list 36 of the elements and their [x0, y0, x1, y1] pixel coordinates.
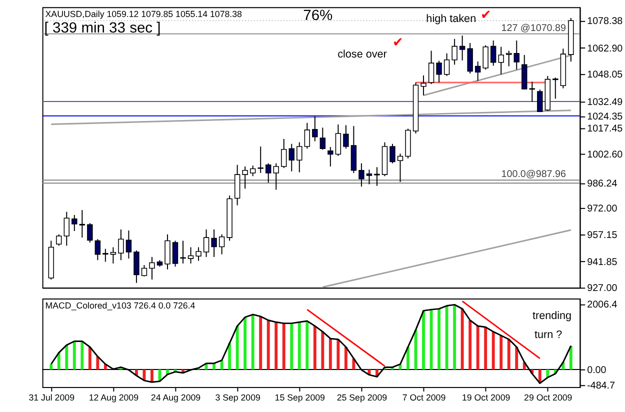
ref-line-label: 127 @1070.89 — [501, 22, 566, 34]
annotation: turn ? — [534, 328, 562, 341]
y-tick-label: 1032.49 — [587, 97, 623, 108]
x-tick-label: 3 Sep 2009 — [215, 392, 261, 402]
x-tick-label: 12 Aug 2009 — [88, 392, 139, 402]
annotation: ✔ — [392, 34, 404, 50]
x-tick-label: 15 Sep 2009 — [274, 392, 326, 402]
y-tick-label: 2006.4 — [587, 300, 618, 311]
y-tick-label: 1002.60 — [587, 150, 624, 161]
y-tick-label: 1078.38 — [587, 16, 624, 28]
y-tick-label: 986.24 — [587, 178, 618, 190]
annotation: 76% — [303, 8, 333, 24]
annotation: high taken — [426, 12, 476, 25]
x-tick-label: 25 Sep 2009 — [336, 392, 388, 402]
x-tick-label: 29 Oct 2009 — [524, 392, 572, 402]
annotation: [ 339 min 33 sec ] — [44, 20, 161, 37]
y-tick-label: 957.15 — [587, 230, 618, 241]
y-tick-label: 1062.90 — [587, 43, 624, 54]
y-tick-label: 972.00 — [587, 204, 618, 215]
x-tick-label: 19 Oct 2009 — [462, 392, 510, 402]
y-tick-label: 941.85 — [587, 256, 618, 268]
y-tick-label: 1024.35 — [587, 111, 624, 122]
chart-title: XAUUSD,Daily 1059.12 1079.85 1055.14 1078.38 — [45, 8, 242, 19]
y-tick-label: 1017.45 — [587, 124, 624, 135]
y-tick-label: 927.00 — [587, 283, 618, 294]
annotation: trending — [532, 310, 572, 322]
ref-line-label: 100.0@987.96 — [501, 169, 566, 180]
y-tick-label: 1048.05 — [587, 70, 624, 81]
y-tick-label: 0.00 — [587, 364, 607, 376]
x-tick-label: 24 Aug 2009 — [150, 392, 201, 402]
x-tick-label: 31 Jul 2009 — [28, 392, 75, 402]
annotation: ✔ — [480, 6, 492, 22]
x-tick-label: 7 Oct 2009 — [402, 392, 446, 402]
y-tick-label: -484.7 — [587, 380, 615, 392]
chart-title: MACD_Colored_v103 726.4 0.0 726.4 — [45, 300, 196, 310]
annotation: close over — [338, 48, 388, 60]
